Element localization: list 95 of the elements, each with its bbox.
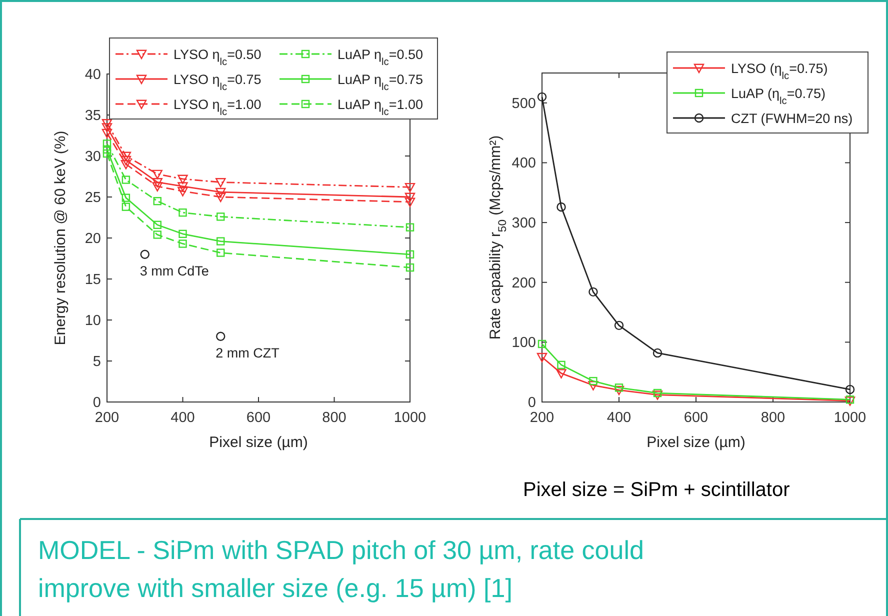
y-tick-label: 0 (528, 395, 536, 411)
point (216, 237, 225, 246)
point (588, 381, 598, 390)
point (153, 220, 162, 229)
point (120, 156, 132, 166)
point (556, 202, 566, 212)
point (653, 388, 662, 398)
point (557, 360, 566, 370)
point (152, 170, 162, 180)
point (140, 250, 150, 259)
y-tick-label: 35 (84, 108, 101, 124)
x-axis-title: Pixel size (µm) (646, 434, 746, 451)
point (152, 178, 162, 188)
text: Pixel size = SiPm + scintillator (523, 479, 790, 501)
y-tick-label: 40 (84, 67, 101, 83)
point (846, 396, 854, 404)
legend-label: LuAP η$_{lc}$=1.00 (338, 97, 424, 118)
legend-label: LuAP (η$_{lc}$=0.75) (731, 86, 826, 106)
point (178, 174, 188, 184)
legend-label: LYSO η$_{lc}$=1.00 (174, 97, 262, 118)
point (216, 212, 225, 221)
y-tick-label: 30 (84, 149, 101, 165)
y-tick-label: 15 (84, 272, 101, 288)
point (120, 152, 132, 162)
point (216, 178, 226, 188)
annotation: 3 mm CdTe (140, 263, 209, 278)
point (216, 192, 226, 202)
text: MODEL - SiPm with SPAD pitch of 30 µm, rate could improve with smaller size (e.g. 15 µm) [1] (38, 535, 644, 603)
point (537, 92, 547, 102)
point (122, 202, 130, 211)
point (120, 160, 132, 170)
y-tick-label: 10 (84, 313, 101, 329)
point (153, 230, 162, 239)
point (178, 187, 188, 196)
point (652, 348, 662, 358)
legend-label: LYSO η$_{lc}$=0.75 (174, 72, 262, 92)
point (102, 140, 112, 148)
point (102, 119, 112, 128)
x-tick-label: 800 (322, 410, 346, 426)
legend-label: LuAP η$_{lc}$=0.50 (338, 47, 424, 68)
x-axis-title: Pixel size (µm) (209, 434, 308, 451)
y-tick-label: 500 (512, 96, 536, 112)
y-tick-label: 5 (92, 354, 101, 370)
y-tick-label: 25 (84, 190, 101, 206)
x-tick-label: 600 (246, 410, 271, 426)
y-tick-label: 0 (92, 395, 101, 411)
x-tick-label: 200 (530, 410, 554, 426)
point (536, 352, 548, 362)
point (152, 182, 162, 192)
point (178, 230, 187, 238)
point (404, 182, 416, 192)
y-tick-label: 300 (512, 216, 536, 232)
point (178, 182, 188, 192)
point (102, 145, 112, 154)
y-tick-label: 400 (512, 156, 536, 172)
point (652, 390, 663, 400)
point (406, 223, 414, 232)
point (538, 340, 546, 348)
point (845, 384, 855, 394)
legend-label: LYSO (η$_{lc}$=0.75) (731, 61, 828, 82)
x-tick-label: 1000 (394, 410, 426, 426)
point (588, 287, 598, 297)
point (406, 250, 414, 258)
point (614, 386, 624, 396)
point (178, 208, 187, 217)
x-tick-label: 1000 (834, 410, 866, 426)
legend-label: LuAP η$_{lc}$=0.75 (338, 72, 424, 92)
y-tick-label: 20 (84, 231, 101, 247)
point (556, 369, 566, 378)
point (102, 123, 112, 132)
point (614, 384, 624, 392)
point (404, 198, 416, 208)
x-tick-label: 600 (684, 410, 708, 426)
point (404, 192, 416, 202)
point (122, 176, 130, 184)
point (102, 149, 112, 158)
y-tick-label: 100 (512, 335, 536, 352)
point (216, 332, 226, 341)
x-tick-label: 800 (760, 410, 786, 426)
y-axis-title: Energy resolution @ 60 keV (%) (52, 130, 69, 346)
x-tick-label: 400 (170, 410, 195, 426)
point (216, 248, 225, 257)
legend-label: LYSO η$_{lc}$=0.50 (174, 47, 262, 68)
point (102, 128, 112, 138)
point (614, 320, 624, 330)
point (122, 194, 130, 202)
point (589, 376, 598, 386)
point (216, 188, 226, 198)
point (406, 263, 414, 272)
x-tick-label: 400 (606, 410, 632, 426)
legend-label: CZT (FWHM=20 ns) (731, 111, 853, 126)
y-tick-label: 200 (512, 275, 536, 292)
annotation: 2 mm CZT (216, 345, 280, 360)
point (153, 197, 162, 206)
point (178, 240, 187, 248)
